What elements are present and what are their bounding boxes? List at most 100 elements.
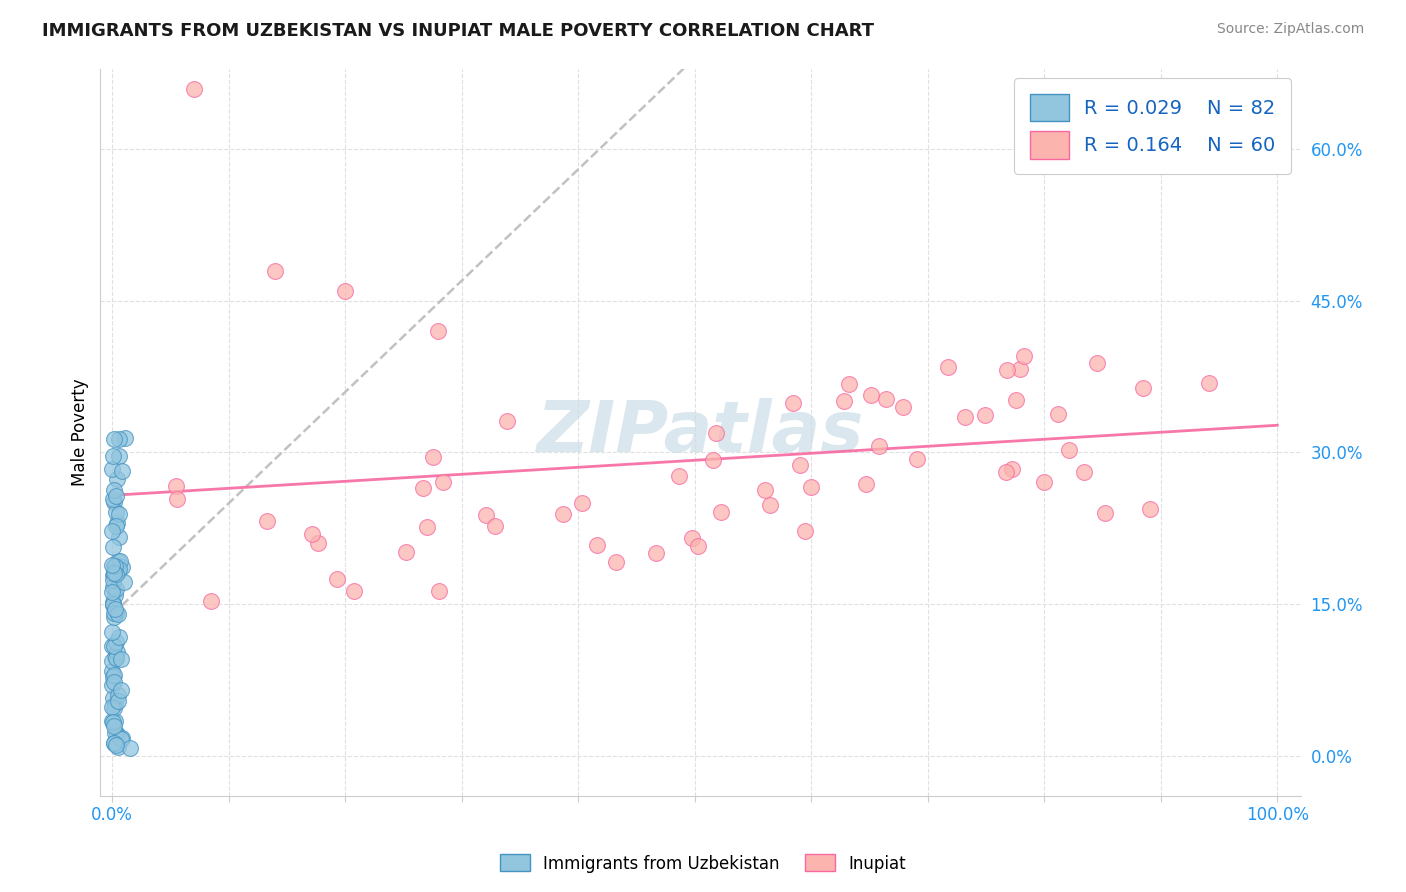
- Point: [553, 507, 575, 521]
- Point: [103, 668, 125, 682]
- Point: [103, 492, 125, 507]
- Point: [104, 634, 127, 648]
- Point: [114, 430, 136, 444]
- Point: [103, 690, 125, 705]
- Point: [103, 565, 125, 579]
- Point: [301, 527, 323, 541]
- Point: [107, 530, 129, 544]
- Point: [103, 558, 125, 573]
- Point: [101, 558, 124, 572]
- Point: [110, 652, 132, 666]
- Point: [103, 736, 125, 750]
- Point: [103, 719, 125, 733]
- Point: [111, 731, 134, 745]
- Point: [571, 496, 593, 510]
- Point: [1004, 393, 1026, 408]
- Point: [101, 700, 124, 714]
- Point: [101, 462, 124, 476]
- Point: [107, 739, 129, 754]
- Point: [110, 683, 132, 698]
- Point: [110, 464, 132, 478]
- Point: [108, 507, 131, 521]
- Point: [108, 562, 131, 576]
- Point: [101, 568, 124, 582]
- Point: [688, 539, 710, 553]
- Point: [183, 81, 205, 95]
- Point: [710, 505, 733, 519]
- Point: [586, 538, 609, 552]
- Point: [104, 738, 127, 752]
- Point: [955, 409, 977, 424]
- Point: [108, 630, 131, 644]
- Point: [496, 414, 519, 428]
- Text: ZIPatlas: ZIPatlas: [537, 398, 865, 467]
- Point: [891, 400, 914, 414]
- Point: [103, 566, 125, 580]
- Point: [112, 574, 135, 589]
- Point: [422, 450, 444, 464]
- Point: [1046, 407, 1069, 421]
- Point: [484, 519, 506, 533]
- Point: [101, 654, 124, 668]
- Point: [103, 714, 125, 729]
- Point: [107, 607, 129, 621]
- Text: 0.0%: 0.0%: [91, 806, 134, 824]
- Point: [101, 524, 124, 538]
- Point: [681, 531, 703, 545]
- Point: [104, 601, 127, 615]
- Point: [104, 582, 127, 597]
- Point: [995, 465, 1018, 479]
- Point: [103, 675, 125, 690]
- Point: [432, 475, 454, 489]
- Point: [107, 694, 129, 708]
- Point: [104, 650, 127, 665]
- Point: [105, 472, 128, 486]
- Point: [416, 519, 439, 533]
- Point: [101, 639, 124, 653]
- Legend: R = 0.029    N = 82, R = 0.164    N = 60: R = 0.029 N = 82, R = 0.164 N = 60: [1014, 78, 1291, 174]
- Point: [103, 639, 125, 653]
- Point: [427, 324, 450, 338]
- Point: [107, 554, 129, 568]
- Point: [101, 714, 124, 728]
- Point: [101, 597, 124, 611]
- Y-axis label: Male Poverty: Male Poverty: [72, 378, 89, 486]
- Text: 100.0%: 100.0%: [1246, 806, 1309, 824]
- Point: [343, 584, 366, 599]
- Point: [104, 697, 127, 711]
- Point: [754, 483, 776, 497]
- Point: [427, 583, 450, 598]
- Point: [759, 498, 782, 512]
- Point: [101, 595, 124, 609]
- Point: [103, 580, 125, 594]
- Point: [104, 566, 127, 581]
- Point: [905, 452, 928, 467]
- Point: [103, 540, 125, 554]
- Point: [475, 508, 498, 522]
- Point: [793, 524, 815, 539]
- Point: [838, 377, 860, 392]
- Point: [108, 554, 131, 568]
- Point: [800, 480, 823, 494]
- Point: [105, 505, 128, 519]
- Point: [101, 450, 124, 464]
- Point: [104, 606, 127, 620]
- Point: [605, 555, 627, 569]
- Point: [1073, 465, 1095, 479]
- Point: [101, 625, 124, 640]
- Point: [936, 360, 959, 375]
- Point: [973, 408, 995, 422]
- Point: [118, 741, 141, 756]
- Point: [104, 566, 127, 580]
- Point: [107, 688, 129, 702]
- Point: [103, 432, 125, 446]
- Point: [256, 514, 278, 528]
- Point: [1001, 462, 1024, 476]
- Point: [668, 469, 690, 483]
- Point: [104, 726, 127, 740]
- Point: [104, 714, 127, 728]
- Point: [1085, 355, 1108, 369]
- Point: [105, 727, 128, 741]
- Point: [1094, 506, 1116, 520]
- Point: [108, 450, 131, 464]
